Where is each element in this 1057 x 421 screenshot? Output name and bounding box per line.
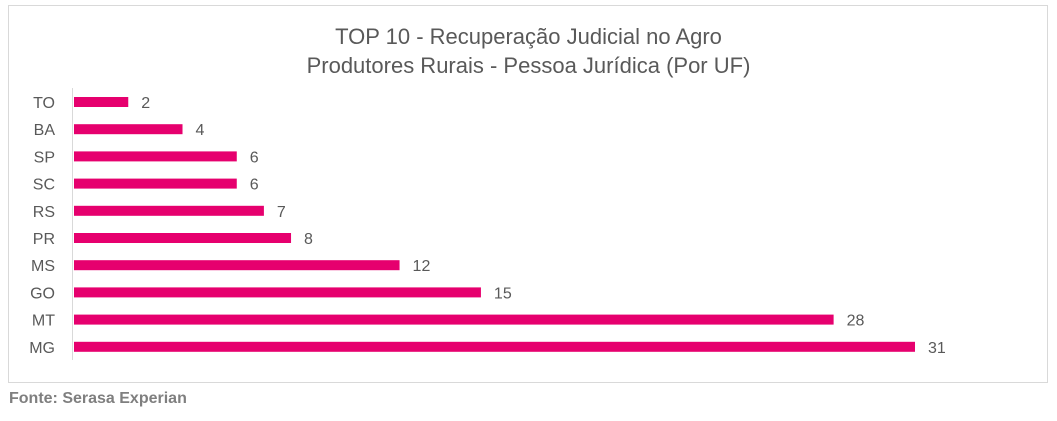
category-label: PR	[33, 231, 55, 248]
chart-title: TOP 10 - Recuperação Judicial no Agro	[335, 24, 722, 49]
bar	[74, 314, 834, 325]
bar	[74, 233, 292, 243]
data-label: 15	[494, 285, 512, 302]
bar	[74, 260, 400, 271]
category-label: GO	[30, 285, 55, 302]
category-label: TO	[33, 95, 55, 112]
chart-subtitle: Produtores Rurais - Pessoa Jurídica (Por…	[306, 53, 751, 78]
data-label: 8	[304, 231, 313, 248]
data-label: 6	[250, 149, 259, 166]
category-label: MG	[29, 340, 55, 357]
bar	[74, 178, 237, 189]
bar	[74, 97, 129, 107]
category-label: BA	[34, 122, 56, 139]
category-label: RS	[33, 204, 55, 221]
bar	[74, 151, 237, 162]
category-label: SC	[33, 177, 55, 194]
data-label: 6	[250, 177, 259, 194]
source-note: Fonte: Serasa Experian	[9, 390, 187, 407]
category-label: MT	[32, 313, 55, 330]
category-label: SP	[34, 149, 55, 166]
data-label: 28	[847, 313, 865, 330]
bar	[74, 124, 183, 135]
category-label: MS	[31, 258, 55, 275]
chart-frame	[8, 5, 1048, 383]
data-label: 4	[196, 122, 205, 139]
bar	[74, 205, 264, 216]
data-label: 31	[928, 340, 946, 357]
bar	[74, 287, 481, 298]
data-label: 12	[413, 258, 431, 275]
data-label: 2	[141, 95, 150, 112]
data-label: 7	[277, 204, 286, 221]
chart-title-block: TOP 10 - Recuperação Judicial no Agro Pr…	[0, 22, 1057, 80]
bar	[74, 341, 915, 352]
